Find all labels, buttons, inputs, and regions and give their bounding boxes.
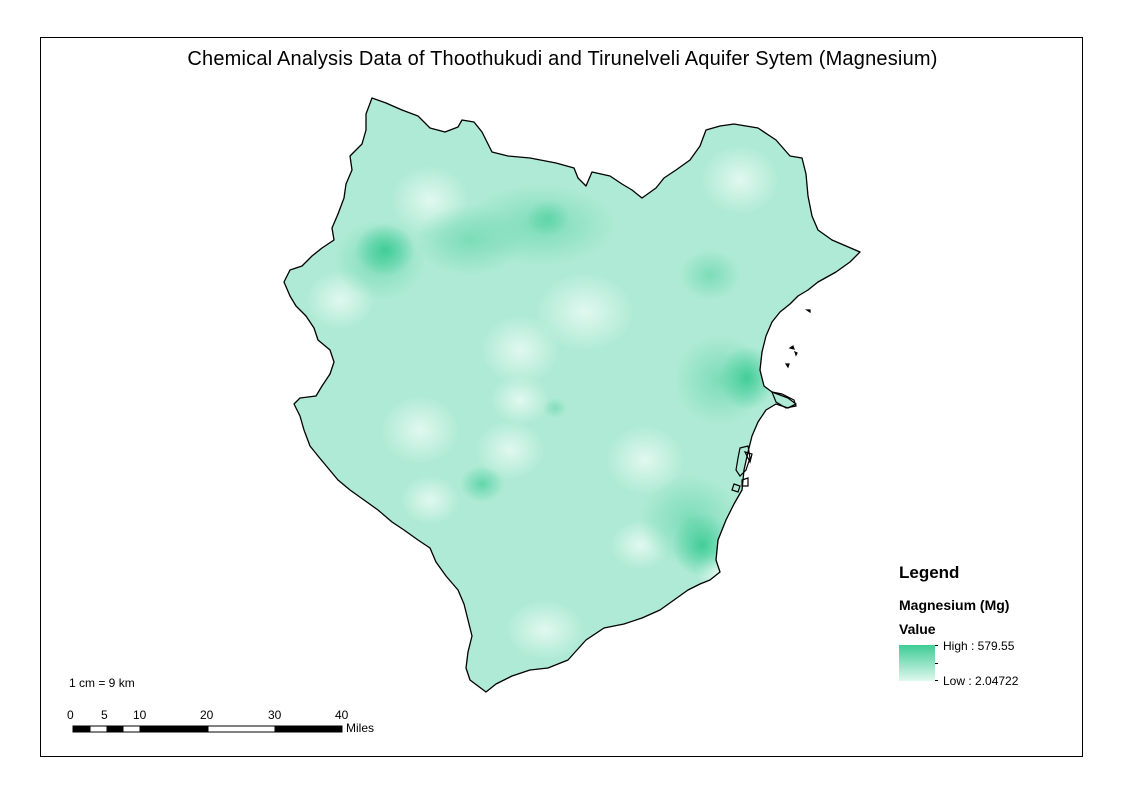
legend-low-label: Low : 2.04722 <box>943 674 1019 688</box>
map-title: Chemical Analysis Data of Thoothukudi an… <box>187 48 938 70</box>
scale-tick-0: 0 <box>67 708 74 722</box>
magnesium-surface <box>284 98 860 692</box>
legend-heading: Legend <box>899 563 960 582</box>
legend-field-name: Value <box>899 621 936 637</box>
scale-tick-10: 10 <box>133 708 147 722</box>
legend-tick-high <box>935 645 938 646</box>
scale-tick-30: 30 <box>268 708 282 722</box>
scale-ratio-text: 1 cm = 9 km <box>69 676 135 690</box>
scale-unit-label: Miles <box>346 721 375 735</box>
scale-tick-20: 20 <box>200 708 214 722</box>
scale-tick-5: 5 <box>101 708 108 722</box>
legend-tick-low <box>935 680 938 681</box>
legend-panel: Legend Magnesium (Mg) Value High : 579.5… <box>899 563 1069 693</box>
scale-tick-40: 40 <box>335 708 349 722</box>
legend-color-ramp <box>899 645 935 681</box>
legend-layer-name: Magnesium (Mg) <box>899 597 1010 613</box>
coastal-islands <box>731 309 811 493</box>
legend-tick-mid <box>935 663 938 664</box>
legend-high-label: High : 579.55 <box>943 639 1015 653</box>
